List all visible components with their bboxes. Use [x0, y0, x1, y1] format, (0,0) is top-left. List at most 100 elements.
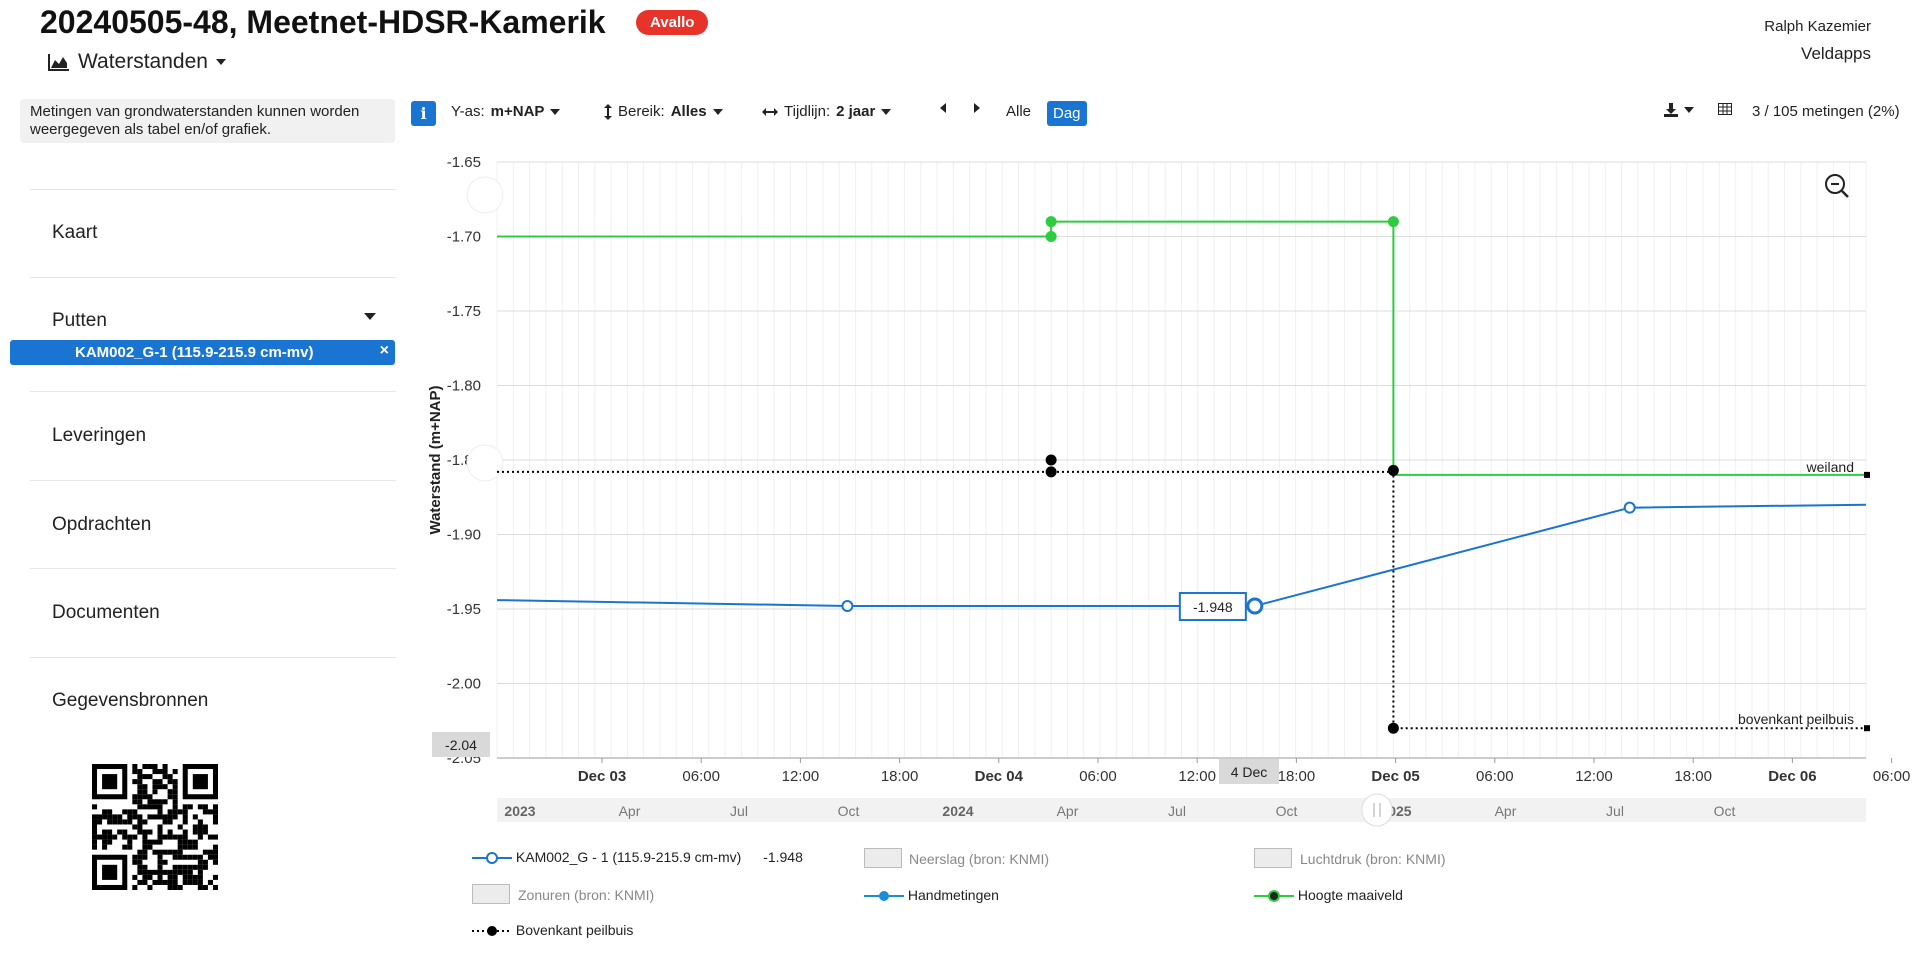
- user-name[interactable]: Ralph Kazemier: [1764, 18, 1871, 35]
- qr-module: [137, 779, 143, 785]
- zoom-out-icon[interactable]: [1825, 174, 1849, 198]
- qr-module: [127, 839, 133, 845]
- app-name[interactable]: Veldapps: [1801, 44, 1871, 63]
- series-line-maaiveld[interactable]: [497, 220, 1866, 476]
- qr-module: [157, 854, 163, 860]
- sidebar-item-gegevensbronnen[interactable]: Gegevensbronnen: [52, 690, 209, 711]
- qr-module: [107, 829, 113, 835]
- qr-module: [192, 824, 198, 830]
- yaxis-dropdown[interactable]: Y-as: m+NAP: [451, 103, 561, 120]
- crosshair-x-label: 4 Dec: [1231, 764, 1268, 780]
- selected-well-tag[interactable]: KAM002_G-1 (115.9-215.9 cm-mv) ×: [10, 340, 395, 365]
- timeline-dropdown[interactable]: Tijdlijn: 2 jaar: [762, 103, 892, 120]
- close-icon[interactable]: ×: [379, 342, 389, 359]
- data-point-peilbuis[interactable]: [1045, 466, 1057, 478]
- qr-module: [182, 829, 188, 835]
- qr-module: [137, 859, 143, 865]
- sidebar-item-opdrachten[interactable]: Opdrachten: [52, 514, 152, 535]
- divider: [30, 391, 396, 392]
- qr-module: [107, 834, 113, 840]
- day-button[interactable]: Dag: [1047, 101, 1087, 126]
- qr-module: [197, 829, 203, 835]
- qr-module: [112, 834, 118, 840]
- x-tick-label: 12:00: [1575, 768, 1613, 785]
- next-button[interactable]: [974, 103, 980, 113]
- sidebar-item-putten[interactable]: Putten: [52, 310, 107, 331]
- qr-module: [182, 874, 188, 880]
- range-dropdown[interactable]: Bereik: Alles: [604, 103, 723, 120]
- hover-point[interactable]: [1246, 597, 1264, 615]
- qr-module: [142, 819, 148, 825]
- range-value: Alles: [670, 103, 707, 120]
- qr-module: [157, 824, 163, 830]
- x-tick-label: 12:00: [1178, 768, 1216, 785]
- qr-module: [182, 834, 188, 840]
- qr-module: [142, 874, 148, 880]
- legend-label: Bovenkant peilbuis: [515, 922, 634, 938]
- qr-module: [187, 864, 193, 870]
- timeline-value: 2 jaar: [836, 103, 876, 120]
- qr-module: [192, 839, 198, 845]
- legend-item-peilbuis[interactable]: Bovenkant peilbuis: [472, 922, 633, 938]
- qr-module: [172, 814, 178, 820]
- download-icon: [1664, 103, 1678, 117]
- info-button[interactable]: i: [411, 101, 436, 126]
- data-point-maaiveld[interactable]: [1387, 216, 1399, 228]
- navigator-bar[interactable]: [497, 798, 1866, 822]
- data-point-well[interactable]: [1623, 501, 1636, 514]
- table-view-button[interactable]: [1718, 103, 1732, 115]
- legend-item-neerslag[interactable]: Neerslag (bron: KNMI): [909, 851, 1050, 867]
- pan-handle[interactable]: [466, 444, 504, 482]
- qr-module: [132, 779, 138, 785]
- section-label: Waterstanden: [78, 50, 208, 73]
- data-point-maaiveld[interactable]: [1045, 231, 1057, 242]
- navigator-handle[interactable]: [1361, 793, 1393, 827]
- data-point-peilbuis[interactable]: [1387, 722, 1399, 734]
- qr-module: [132, 799, 138, 805]
- divider: [30, 480, 396, 481]
- data-point-maaiveld[interactable]: [1045, 216, 1057, 228]
- legend-item-luchtdruk[interactable]: Luchtdruk (bron: KNMI): [1300, 851, 1446, 867]
- chevron-down-icon: [881, 108, 892, 115]
- info-text-box: Metingen van grondwaterstanden kunnen wo…: [20, 99, 395, 143]
- chevron-down-icon[interactable]: [364, 313, 376, 320]
- series-end-label: bovenkant peilbuis: [1738, 711, 1854, 727]
- qr-module: [162, 784, 168, 790]
- legend-line-marker-icon: [864, 891, 904, 902]
- prev-button[interactable]: [940, 103, 946, 113]
- legend-item-handmetingen[interactable]: Handmetingen: [864, 887, 999, 903]
- data-point-peilbuis[interactable]: [1387, 464, 1399, 476]
- qr-module: [177, 844, 183, 850]
- download-button[interactable]: [1664, 103, 1694, 117]
- qr-module: [152, 804, 158, 810]
- qr-module: [132, 834, 138, 840]
- sidebar-item-documenten[interactable]: Documenten: [52, 602, 160, 623]
- legend-item-zonuren[interactable]: Zonuren (bron: KNMI): [518, 887, 655, 903]
- qr-module: [122, 844, 128, 850]
- pan-handle[interactable]: [466, 176, 504, 214]
- all-button[interactable]: Alle: [1006, 103, 1032, 120]
- qr-module: [92, 824, 98, 830]
- series-end-marker: [1864, 471, 1870, 478]
- qr-module: [147, 799, 153, 805]
- qr-module: [137, 829, 143, 835]
- divider: [30, 189, 396, 190]
- sidebar-item-leveringen[interactable]: Leveringen: [52, 425, 147, 446]
- navigator-label: Oct: [838, 803, 860, 819]
- legend-item-well[interactable]: KAM002_G - 1 (115.9-215.9 cm-mv) -1.948: [472, 849, 803, 865]
- yaxis-label: Y-as:: [451, 103, 485, 120]
- data-point-well[interactable]: [841, 600, 854, 613]
- sidebar-item-kaart[interactable]: Kaart: [52, 222, 98, 243]
- qr-module: [152, 779, 158, 785]
- section-dropdown[interactable]: Waterstanden: [48, 50, 226, 74]
- navigator-label: Oct: [1276, 803, 1298, 819]
- qr-module: [157, 809, 163, 815]
- qr-module: [137, 869, 143, 875]
- qr-module: [147, 869, 153, 875]
- data-point-peilbuis[interactable]: [1045, 454, 1057, 466]
- legend-item-maaiveld[interactable]: Hoogte maaiveld: [1254, 887, 1403, 903]
- qr-module: [132, 859, 138, 865]
- qr-module: [212, 819, 218, 825]
- qr-module: [147, 774, 153, 780]
